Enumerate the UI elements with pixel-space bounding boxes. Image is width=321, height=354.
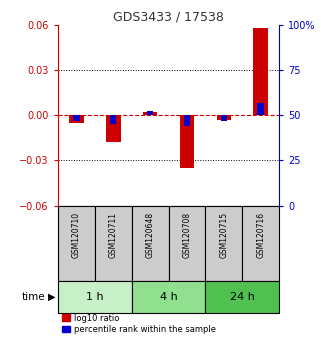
Text: GSM120648: GSM120648 — [145, 212, 155, 258]
Bar — [58, 281, 132, 313]
Text: 24 h: 24 h — [230, 292, 255, 302]
Bar — [169, 206, 205, 281]
Text: 1 h: 1 h — [86, 292, 103, 302]
Text: time: time — [21, 292, 45, 302]
Bar — [179, 115, 194, 168]
Bar — [147, 111, 153, 115]
Bar — [143, 112, 157, 115]
Bar — [106, 115, 121, 142]
Bar — [73, 115, 80, 121]
Bar — [221, 115, 227, 121]
Bar — [69, 115, 83, 123]
Title: GDS3433 / 17538: GDS3433 / 17538 — [113, 11, 224, 24]
Text: ▶: ▶ — [48, 292, 55, 302]
Text: GSM120708: GSM120708 — [182, 212, 192, 258]
Bar — [253, 28, 268, 115]
Bar — [205, 206, 242, 281]
Bar — [110, 115, 117, 124]
Text: GSM120711: GSM120711 — [108, 212, 118, 258]
Text: GSM120715: GSM120715 — [219, 212, 229, 258]
Legend: log10 ratio, percentile rank within the sample: log10 ratio, percentile rank within the … — [62, 314, 216, 334]
Bar — [257, 103, 264, 115]
Bar — [216, 115, 231, 120]
Bar — [132, 281, 205, 313]
Bar — [95, 206, 132, 281]
Bar — [184, 115, 190, 126]
Bar — [58, 206, 95, 281]
Bar — [132, 206, 169, 281]
Text: GSM120710: GSM120710 — [72, 212, 81, 258]
Text: 4 h: 4 h — [160, 292, 178, 302]
Bar — [205, 281, 279, 313]
Bar — [242, 206, 279, 281]
Text: GSM120716: GSM120716 — [256, 212, 265, 258]
